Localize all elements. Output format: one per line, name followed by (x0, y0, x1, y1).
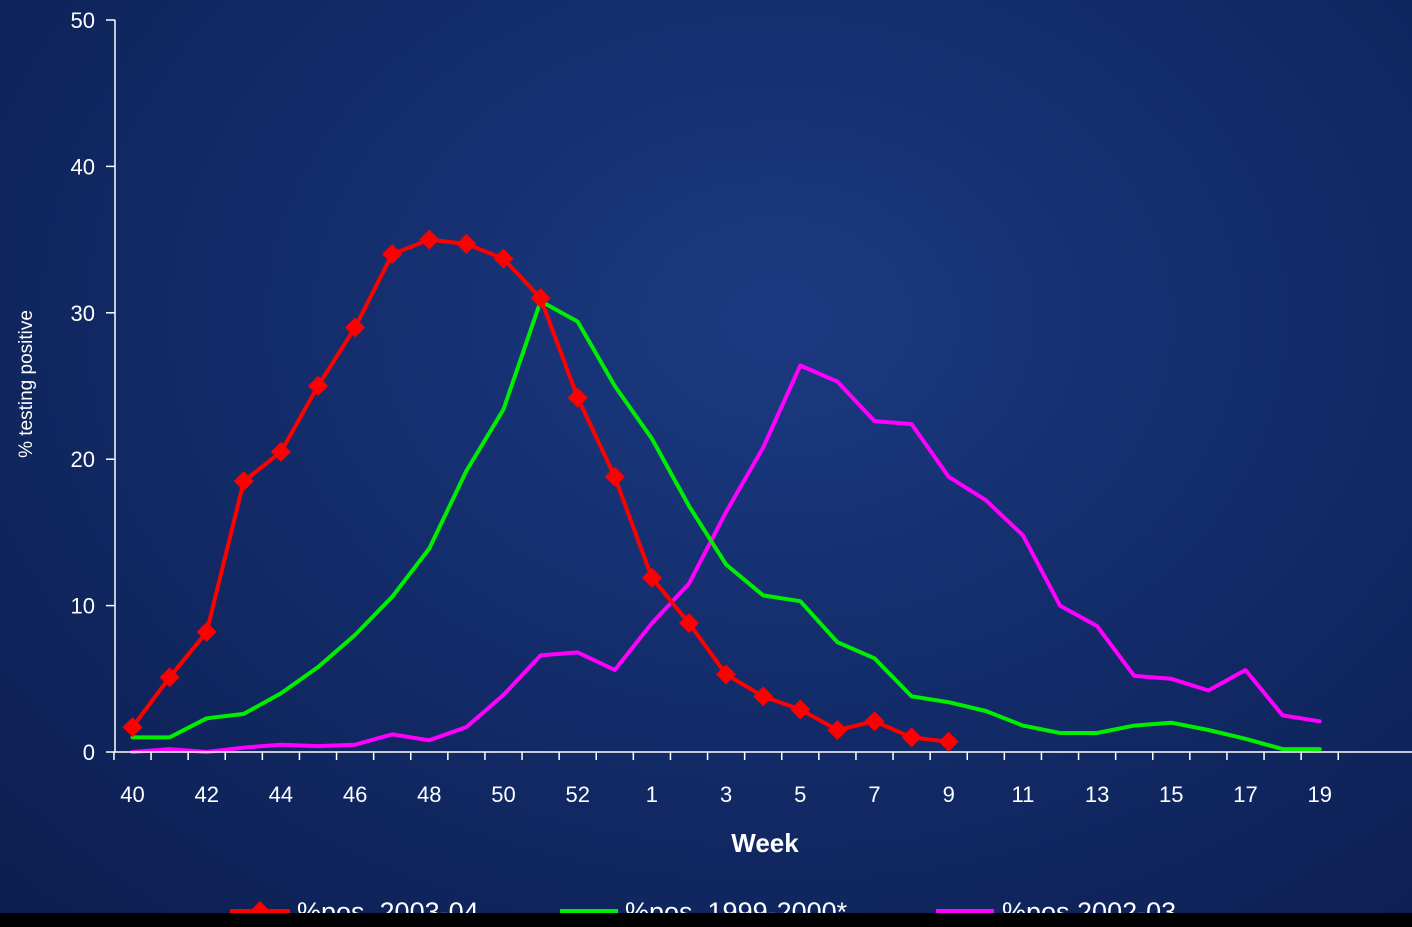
series-markers (122, 229, 959, 752)
data-point (419, 229, 440, 250)
data-point (493, 248, 514, 269)
series-line-0 (130, 237, 951, 744)
series-line-1 (130, 299, 1322, 752)
data-point (901, 727, 922, 748)
y-tick-label: 0 (83, 740, 95, 765)
x-axis-ticks: 40 42 44 46 48 50 52 1 3 5 7 9 11 13 15 17 19 (113, 752, 1339, 807)
x-tick-label: 50 (491, 782, 515, 807)
x-tick-label: 48 (417, 782, 441, 807)
x-axis-title: Week (731, 828, 799, 858)
data-point (530, 288, 551, 309)
legend-marker (250, 901, 270, 913)
data-point (938, 731, 959, 752)
title-fragment: ″ (694, 0, 734, 10)
x-tick-label: 11 (1011, 782, 1034, 807)
x-tick-label: 40 (120, 782, 144, 807)
x-tick-label: 13 (1085, 782, 1109, 807)
x-tick-label: 17 (1233, 782, 1257, 807)
legend: %pos. 2003-04 %pos. 1999-2000* %pos 2002-0… (230, 897, 1176, 913)
y-axis-ticks: 0 10 20 30 40 50 (71, 8, 115, 765)
x-tick-label: 19 (1307, 782, 1331, 807)
data-point (382, 244, 403, 265)
data-point (308, 376, 328, 396)
y-tick-label: 40 (71, 154, 95, 179)
data-point (345, 317, 366, 338)
data-point (864, 711, 885, 732)
series-line-2 (130, 363, 1322, 754)
data-point (753, 686, 774, 707)
legend-label-1: %pos. 1999-2000* (625, 897, 848, 913)
legend-label-2: %pos 2002-03 (1002, 897, 1176, 913)
y-tick-label: 50 (71, 8, 95, 33)
x-tick-label: 7 (868, 782, 880, 807)
y-tick-label: 20 (71, 447, 95, 472)
x-tick-label: 15 (1159, 782, 1183, 807)
data-point (604, 466, 625, 487)
y-axis-title: % testing positive (16, 310, 37, 458)
data-point (196, 621, 217, 642)
data-point (790, 699, 811, 720)
x-tick-label: 52 (565, 782, 589, 807)
data-point (641, 567, 662, 588)
y-tick-label: 30 (71, 301, 95, 326)
x-tick-label: 42 (194, 782, 218, 807)
x-tick-label: 9 (943, 782, 955, 807)
x-tick-label: 1 (646, 782, 658, 807)
data-point (122, 717, 143, 738)
data-point (456, 233, 477, 254)
data-point (567, 387, 588, 408)
legend-label-0: %pos. 2003-04 (297, 897, 479, 913)
title-fragment-glyph: ″ (694, 0, 713, 10)
data-point (679, 613, 699, 634)
y-tick-label: 10 (71, 594, 95, 619)
data-point (716, 664, 737, 685)
data-point (827, 720, 848, 741)
x-tick-label: 5 (794, 782, 806, 807)
data-point (233, 471, 254, 492)
data-point (159, 667, 180, 688)
axes (114, 20, 1412, 753)
data-point (270, 441, 291, 462)
x-tick-label: 46 (343, 782, 367, 807)
bottom-strip (0, 913, 1412, 927)
x-tick-label: 44 (269, 782, 293, 807)
x-tick-label: 3 (720, 782, 732, 807)
